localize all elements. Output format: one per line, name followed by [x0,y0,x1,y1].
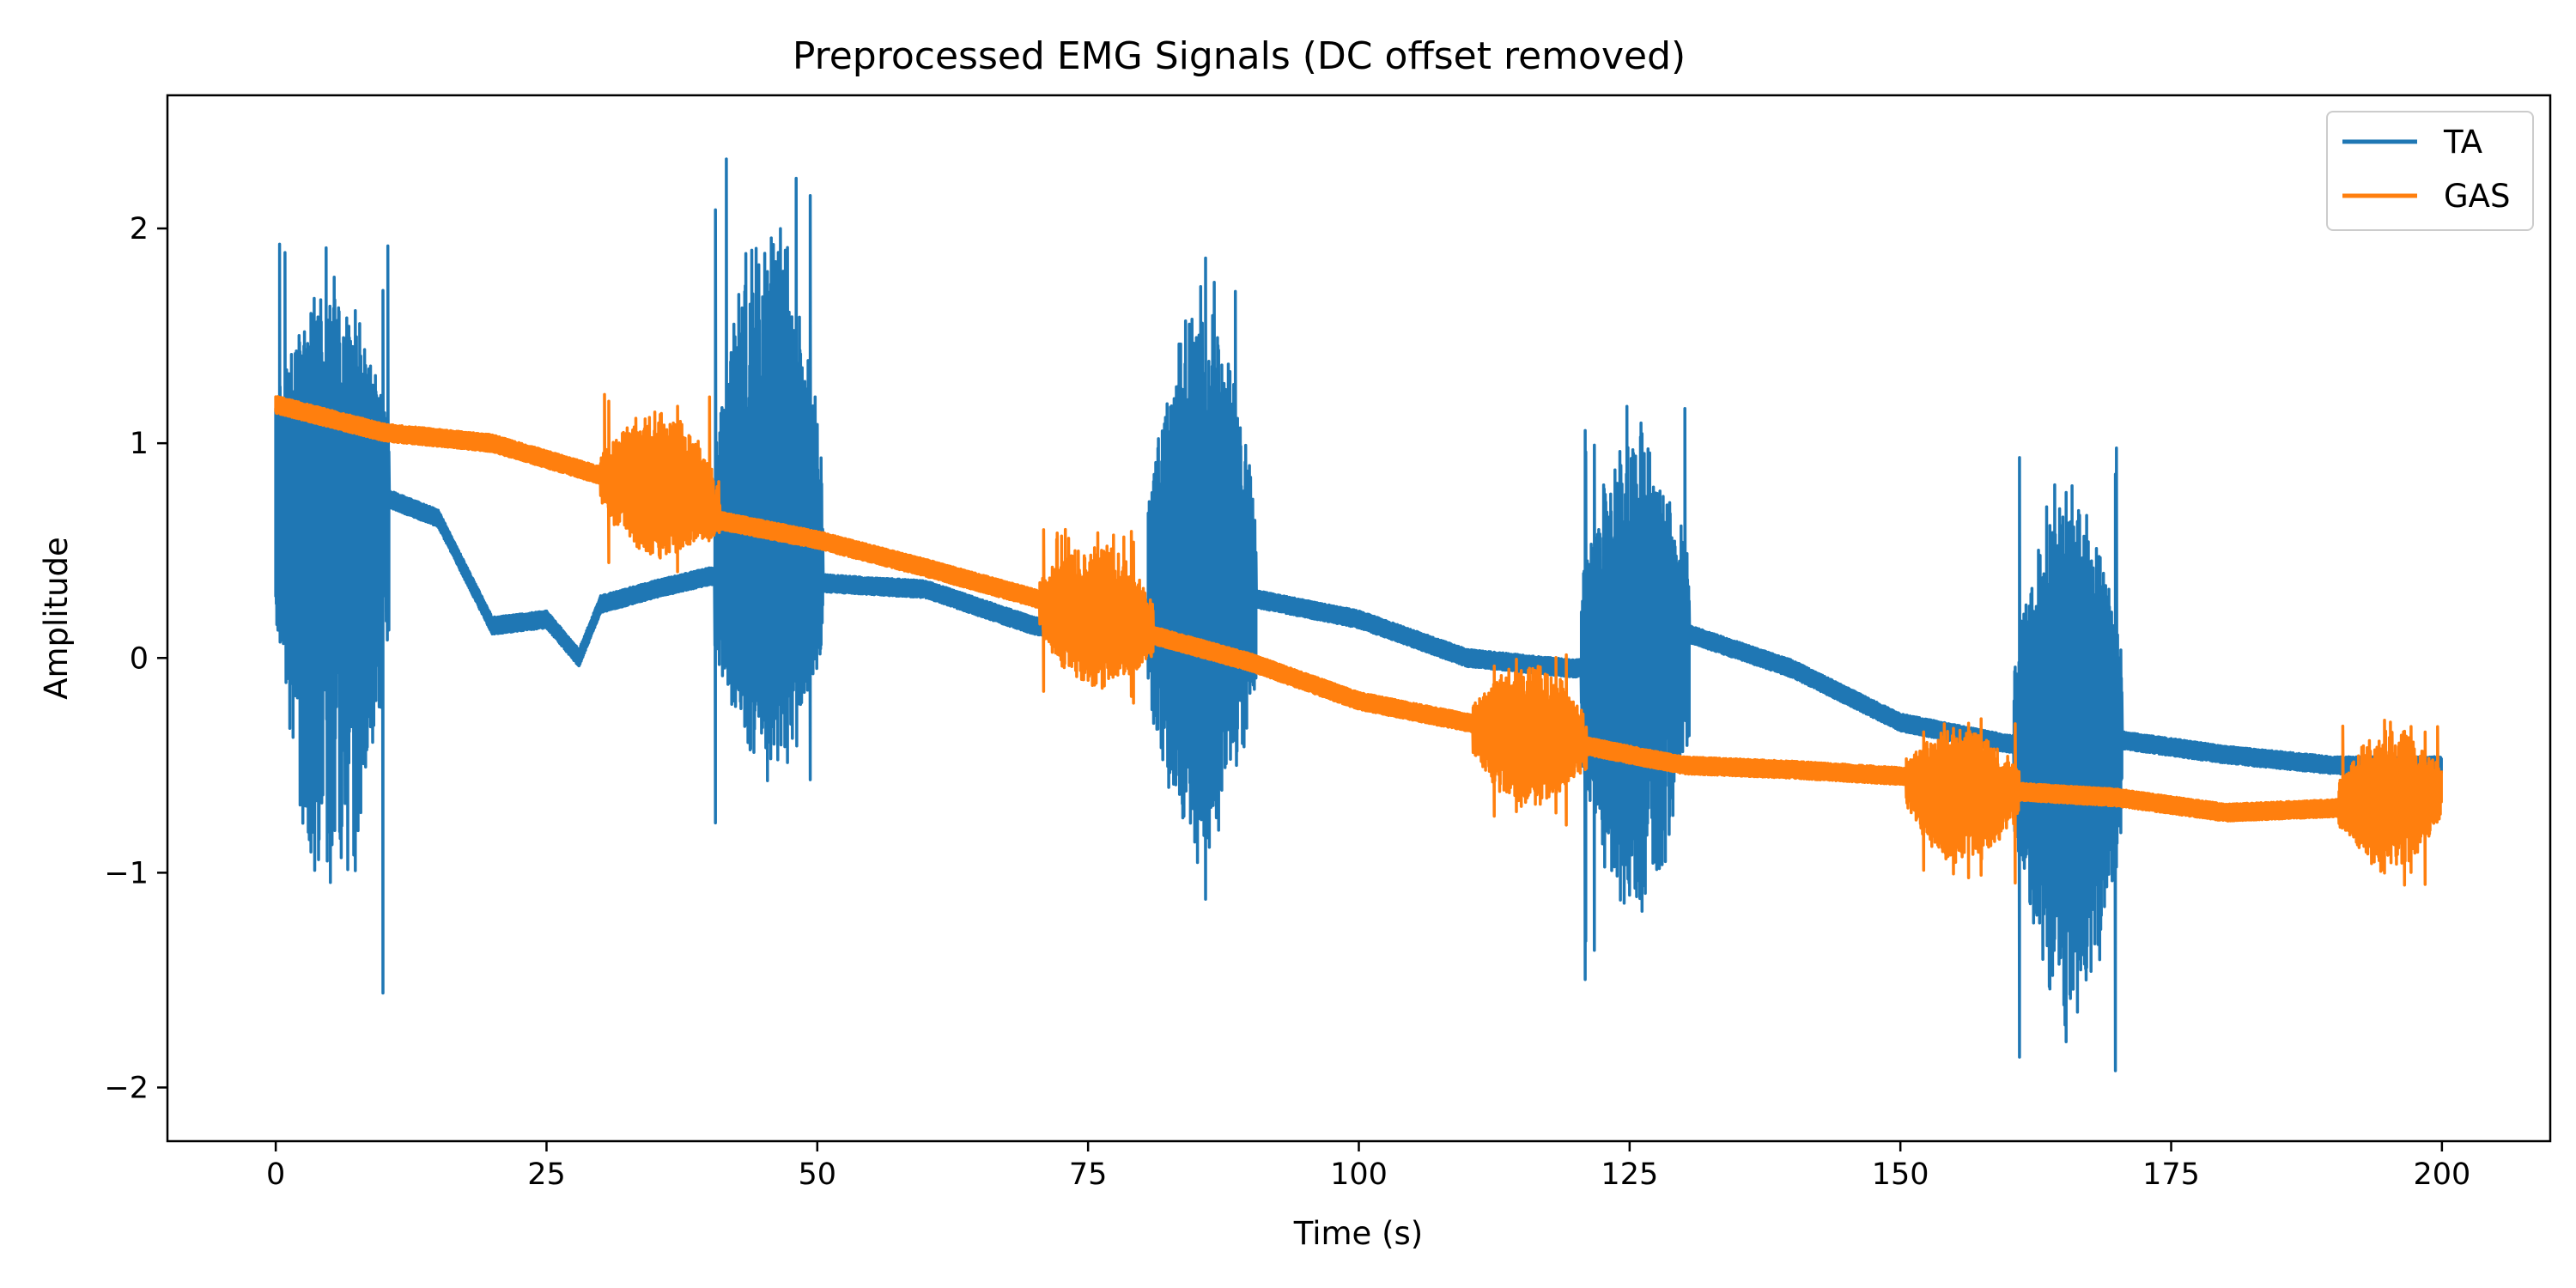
series-line-gas [274,392,2443,887]
legend: TA GAS [2326,111,2534,231]
y-axis-label: Amplitude [38,537,75,700]
chart-title: Preprocessed EMG Signals (DC offset remo… [793,34,1686,78]
series-layer [274,157,2443,1072]
y-axis-ticks: −2 −1 0 1 2 [104,212,167,1105]
y-tick-label: 0 [130,641,149,676]
x-tick-label: 0 [266,1157,285,1192]
x-tick-label: 175 [2142,1157,2200,1192]
x-axis-label: Time (s) [1293,1215,1423,1252]
x-tick-label: 100 [1330,1157,1388,1192]
x-tick-label: 125 [1601,1157,1658,1192]
legend-label-ta: TA [2443,124,2482,161]
x-tick-label: 150 [1872,1157,1929,1192]
y-tick-label: −2 [104,1071,149,1105]
x-axis-ticks: 0 25 50 75 100 125 150 175 200 [266,1141,2470,1192]
x-tick-label: 50 [799,1157,837,1192]
x-tick-label: 75 [1069,1157,1108,1192]
x-tick-label: 25 [527,1157,566,1192]
y-tick-label: −1 [104,856,149,890]
series-line-ta [274,157,2443,1072]
x-tick-label: 200 [2413,1157,2470,1192]
legend-label-gas: GAS [2444,178,2510,215]
y-tick-label: 1 [130,427,149,461]
y-tick-label: 2 [130,212,149,246]
